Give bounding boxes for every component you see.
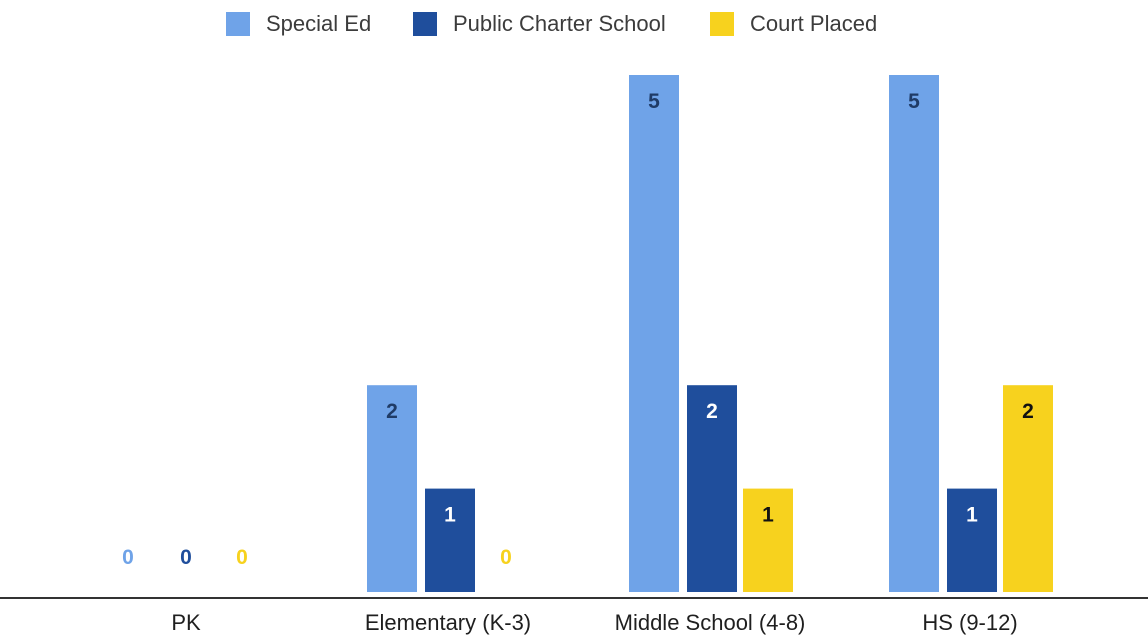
data-label-0-1: 0 bbox=[180, 546, 192, 569]
data-labels-group: 0 0 0 2 1 0 5 2 1 5 1 2 bbox=[122, 90, 1034, 569]
bar-2-0 bbox=[629, 75, 679, 592]
bar-3-2 bbox=[1003, 385, 1053, 592]
bars-group bbox=[367, 75, 1053, 592]
bar-2-2 bbox=[743, 488, 793, 592]
data-label-2-1: 2 bbox=[706, 400, 718, 423]
data-label-1-2: 0 bbox=[500, 546, 512, 569]
legend-label-0: Special Ed bbox=[266, 11, 371, 36]
data-label-0-0: 0 bbox=[122, 546, 134, 569]
bar-2-1 bbox=[687, 385, 737, 592]
category-label-3: HS (9-12) bbox=[922, 610, 1017, 635]
legend-label-1: Public Charter School bbox=[453, 11, 666, 36]
data-label-3-1: 1 bbox=[966, 504, 978, 527]
data-label-1-1: 1 bbox=[444, 504, 456, 527]
category-label-2: Middle School (4-8) bbox=[615, 610, 806, 635]
category-label-1: Elementary (K-3) bbox=[365, 610, 531, 635]
legend-label-2: Court Placed bbox=[750, 11, 877, 36]
data-label-1-0: 2 bbox=[386, 400, 398, 423]
data-label-3-2: 2 bbox=[1022, 400, 1034, 423]
data-label-2-0: 5 bbox=[648, 90, 660, 113]
bar-3-0 bbox=[889, 75, 939, 592]
legend-swatch-0 bbox=[226, 12, 250, 36]
category-label-0: PK bbox=[171, 610, 201, 635]
legend-swatch-1 bbox=[413, 12, 437, 36]
data-label-0-2: 0 bbox=[236, 546, 248, 569]
data-label-3-0: 5 bbox=[908, 90, 920, 113]
bar-3-1 bbox=[947, 488, 997, 592]
category-labels-group: PK Elementary (K-3) Middle School (4-8) HS … bbox=[171, 610, 1017, 635]
data-label-2-2: 1 bbox=[762, 504, 774, 527]
legend-swatch-2 bbox=[710, 12, 734, 36]
bar-1-0 bbox=[367, 385, 417, 592]
legend: Special Ed Public Charter School Court Pla… bbox=[226, 11, 877, 36]
bar-1-1 bbox=[425, 488, 475, 592]
